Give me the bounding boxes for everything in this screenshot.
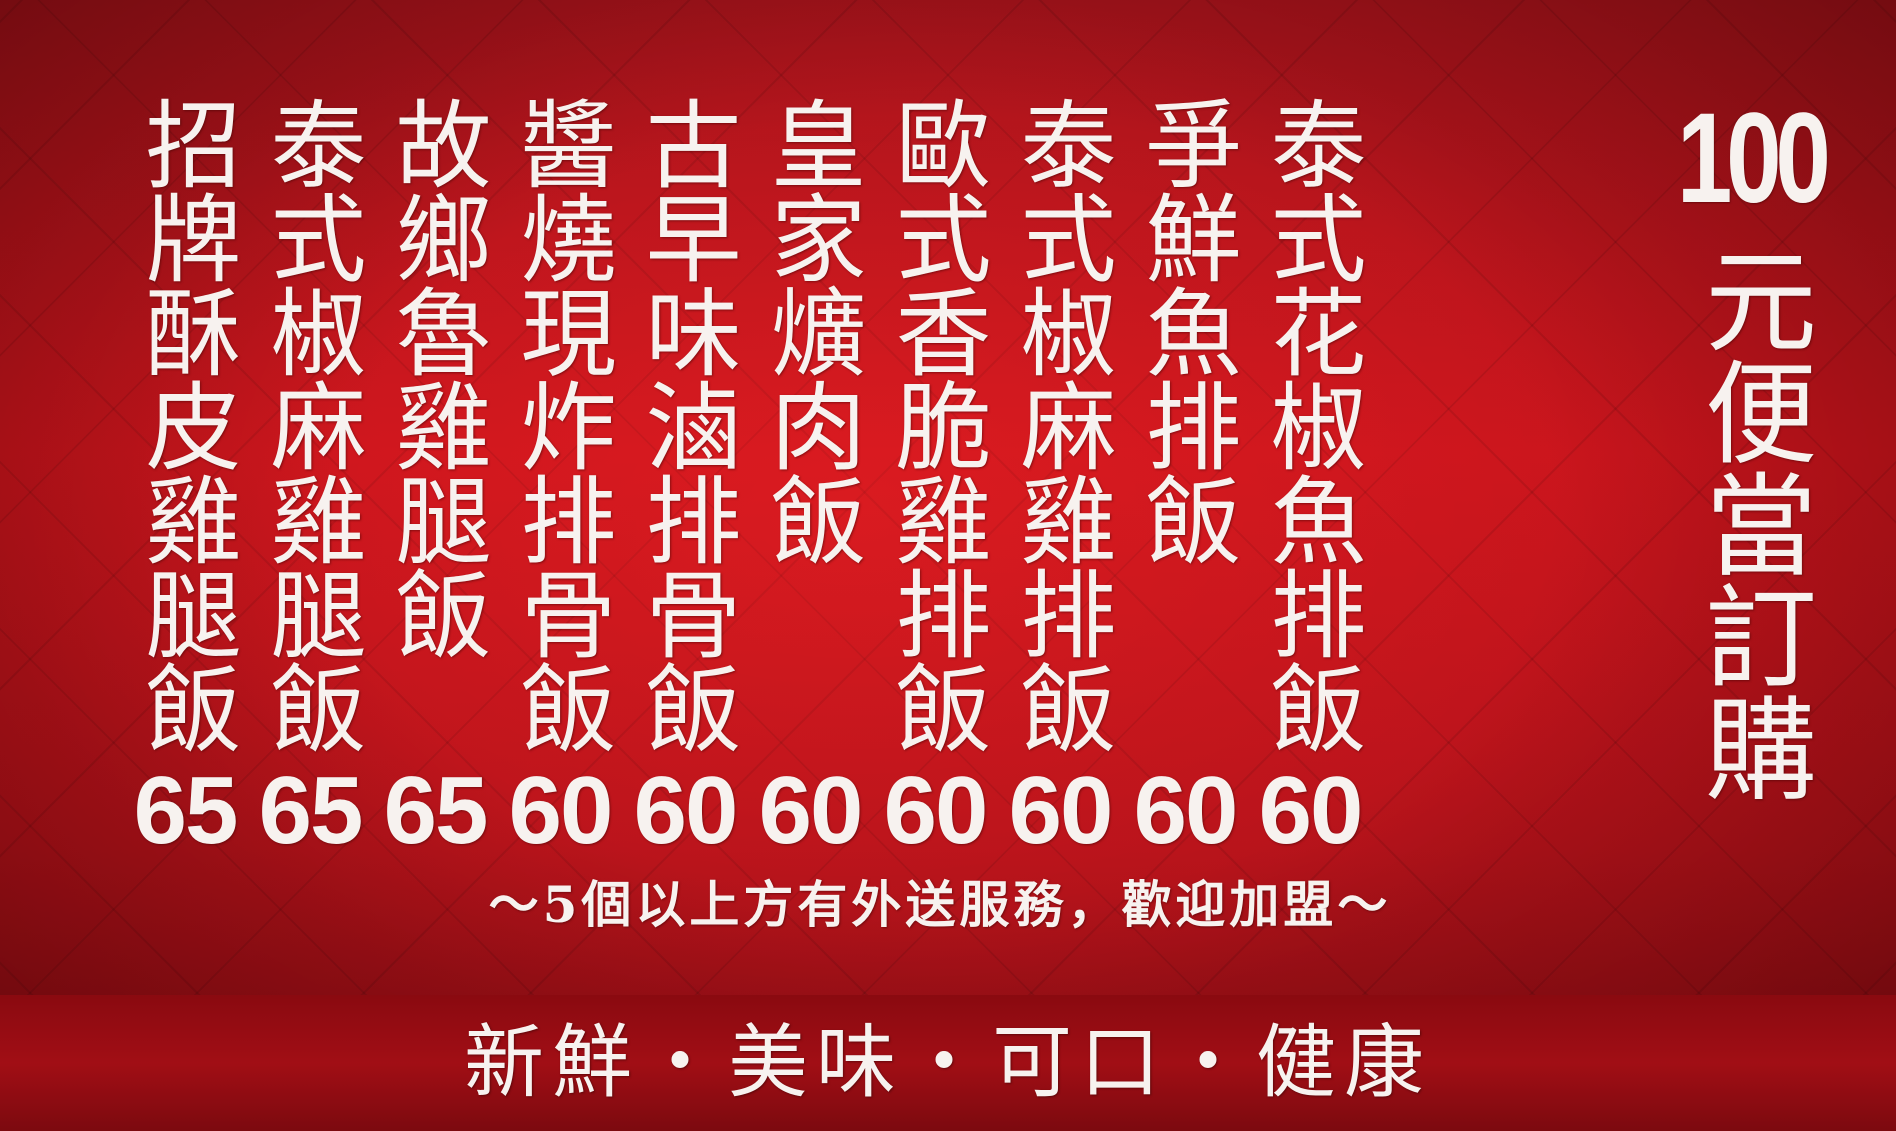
menu-item-4: 醬燒現炸排骨飯 60 <box>490 95 630 859</box>
menu-item-2: 泰式椒麻雞腿飯 65 <box>240 95 380 859</box>
dish-price: 65 <box>133 757 239 864</box>
menu-item-8: 泰式椒麻雞排飯 60 <box>990 95 1130 859</box>
dish-name: 故鄉魯雞腿飯 <box>379 95 491 659</box>
dish-price: 60 <box>1133 757 1239 864</box>
slogan-band: 新鮮・美味・可口・健康 <box>0 995 1896 1131</box>
dish-price: 65 <box>258 757 364 864</box>
dish-price: 60 <box>1258 757 1364 864</box>
menu-item-5: 古早味滷排骨飯 60 <box>615 95 755 859</box>
menu-item-9: 爭鮮魚排飯 60 <box>1115 95 1255 859</box>
dish-name: 醬燒現炸排骨飯 <box>504 95 616 753</box>
delivery-note: ～5個以上方有外送服務，歡迎加盟～ <box>488 875 1392 934</box>
dish-price: 60 <box>1008 757 1114 864</box>
dish-name: 泰式花椒魚排飯 <box>1254 95 1366 753</box>
price-point-number: 100 <box>1677 87 1831 230</box>
slogan-text: 新鮮・美味・可口・健康 <box>464 1016 1432 1109</box>
dish-name: 招牌酥皮雞腿飯 <box>129 95 241 753</box>
menu-item-6: 皇家爌肉飯 60 <box>740 95 880 859</box>
dish-price: 60 <box>508 757 614 864</box>
dish-price: 60 <box>883 757 989 864</box>
dish-price: 60 <box>758 757 864 864</box>
menu-item-7: 歐式香脆雞排飯 60 <box>865 95 1005 859</box>
dish-name: 皇家爌肉飯 <box>754 95 866 565</box>
dish-name: 爭鮮魚排飯 <box>1129 95 1241 565</box>
order-header: 100 元便當訂購 <box>1676 87 1831 804</box>
dish-name: 歐式香脆雞排飯 <box>879 95 991 753</box>
menu-item-3: 故鄉魯雞腿飯 65 <box>365 95 505 859</box>
dish-name: 泰式椒麻雞排飯 <box>1004 95 1116 753</box>
dish-price: 60 <box>633 757 739 864</box>
order-header-text: 元便當訂購 <box>1686 243 1816 803</box>
menu-item-1: 招牌酥皮雞腿飯 65 <box>115 95 255 859</box>
dish-price: 65 <box>383 757 489 864</box>
menu-item-10: 泰式花椒魚排飯 60 <box>1240 95 1380 859</box>
dish-name: 古早味滷排骨飯 <box>629 95 741 753</box>
dish-name: 泰式椒麻雞腿飯 <box>254 95 366 753</box>
